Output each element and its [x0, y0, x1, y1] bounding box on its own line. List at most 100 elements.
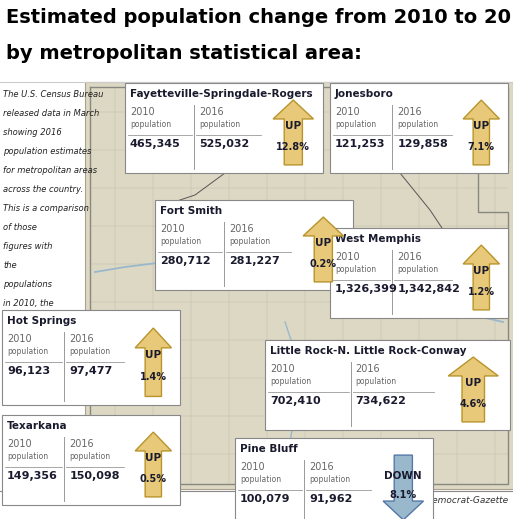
Text: 702,410: 702,410 — [270, 396, 321, 406]
Text: 465,345: 465,345 — [130, 139, 181, 149]
Text: showing 2016: showing 2016 — [3, 128, 62, 137]
Text: UP: UP — [473, 121, 489, 131]
Text: census.: census. — [3, 375, 34, 384]
Text: 2016: 2016 — [229, 224, 254, 234]
Text: population: population — [7, 347, 48, 356]
Text: 280,712: 280,712 — [160, 256, 211, 266]
Polygon shape — [303, 217, 344, 282]
Text: population: population — [69, 347, 110, 356]
Text: population: population — [335, 120, 376, 129]
Text: across the country.: across the country. — [3, 185, 83, 194]
Text: 1,326,399: 1,326,399 — [335, 284, 398, 294]
Text: 150,098: 150,098 — [69, 471, 120, 481]
Text: Pine Bluff: Pine Bluff — [240, 444, 298, 454]
Text: in 2010, the: in 2010, the — [3, 299, 54, 308]
Text: 2010: 2010 — [335, 107, 360, 117]
Text: UP: UP — [315, 238, 331, 248]
Text: 96,123: 96,123 — [7, 366, 50, 376]
Text: 2016: 2016 — [69, 334, 94, 344]
Text: 2010: 2010 — [7, 334, 32, 344]
Text: 2016: 2016 — [397, 107, 422, 117]
Text: 1.2%: 1.2% — [468, 287, 495, 297]
Polygon shape — [273, 100, 313, 165]
Text: 2010: 2010 — [335, 252, 360, 262]
Text: The U.S. Census Bureau: The U.S. Census Bureau — [3, 90, 104, 99]
Text: 7.1%: 7.1% — [468, 142, 495, 152]
Text: population: population — [335, 265, 376, 274]
Text: 2010: 2010 — [270, 364, 294, 374]
Text: UP: UP — [285, 121, 301, 131]
Polygon shape — [135, 328, 171, 397]
Text: 0.5%: 0.5% — [140, 474, 167, 484]
Bar — [85, 82, 513, 489]
Text: population: population — [7, 452, 48, 461]
Text: Estimated population change from 2010 to 2016: Estimated population change from 2010 to… — [6, 8, 513, 27]
Text: of those: of those — [3, 223, 37, 232]
Text: for metropolitan areas: for metropolitan areas — [3, 166, 97, 175]
Text: released data in March: released data in March — [3, 109, 99, 118]
Text: UP: UP — [145, 350, 162, 360]
Bar — [155, 200, 353, 290]
Text: UP: UP — [473, 266, 489, 276]
Text: 2010: 2010 — [240, 462, 265, 472]
Text: Arkansas Democrat-Gazette: Arkansas Democrat-Gazette — [382, 496, 509, 505]
Text: Little Rock-N. Little Rock-Conway: Little Rock-N. Little Rock-Conway — [270, 346, 466, 356]
Text: 2016: 2016 — [199, 107, 224, 117]
Text: national: national — [3, 356, 37, 365]
Text: 2016: 2016 — [356, 364, 380, 374]
Text: population: population — [229, 237, 270, 246]
Text: Hot Springs: Hot Springs — [7, 316, 76, 326]
Text: 1.4%: 1.4% — [140, 372, 167, 383]
Text: 2016: 2016 — [69, 439, 94, 449]
Text: SOURCE: U.S. Census Bureau: SOURCE: U.S. Census Bureau — [4, 496, 135, 505]
Text: 525,032: 525,032 — [199, 139, 249, 149]
Bar — [330, 228, 508, 318]
Text: population: population — [199, 120, 241, 129]
Text: 91,962: 91,962 — [309, 494, 352, 504]
Bar — [125, 83, 323, 173]
Text: Fort Smith: Fort Smith — [160, 206, 222, 216]
Bar — [330, 83, 508, 173]
Text: 2010: 2010 — [130, 107, 154, 117]
Text: 97,477: 97,477 — [69, 366, 112, 376]
Text: year of the: year of the — [3, 318, 49, 327]
Text: previous: previous — [3, 337, 39, 346]
Polygon shape — [383, 455, 424, 519]
Text: population: population — [69, 452, 110, 461]
Text: Jonesboro: Jonesboro — [335, 89, 394, 99]
Text: 281,227: 281,227 — [229, 256, 280, 266]
Text: 129,858: 129,858 — [397, 139, 448, 149]
Text: by metropolitan statistical area:: by metropolitan statistical area: — [6, 44, 362, 63]
Polygon shape — [463, 100, 500, 165]
Text: 8.1%: 8.1% — [390, 490, 417, 500]
Text: UP: UP — [145, 453, 162, 463]
Text: 149,356: 149,356 — [7, 471, 58, 481]
Text: 100,079: 100,079 — [240, 494, 290, 504]
Bar — [2, 310, 180, 405]
Text: 2010: 2010 — [7, 439, 32, 449]
Bar — [235, 438, 433, 519]
Text: population: population — [160, 237, 201, 246]
Text: 0.2%: 0.2% — [310, 259, 337, 269]
Text: population: population — [270, 377, 311, 386]
Text: population: population — [240, 475, 281, 484]
Text: population: population — [130, 120, 171, 129]
Text: 2016: 2016 — [309, 462, 334, 472]
Text: 2010: 2010 — [160, 224, 185, 234]
Polygon shape — [135, 432, 171, 497]
Text: 734,622: 734,622 — [356, 396, 407, 406]
Text: 4.6%: 4.6% — [460, 399, 487, 409]
Polygon shape — [463, 245, 500, 310]
Polygon shape — [448, 357, 498, 422]
Bar — [2, 415, 180, 505]
Text: population estimates: population estimates — [3, 147, 91, 156]
Text: the: the — [3, 261, 16, 270]
Text: population: population — [397, 120, 439, 129]
Text: Fayetteville-Springdale-Rogers: Fayetteville-Springdale-Rogers — [130, 89, 312, 99]
Bar — [265, 340, 510, 430]
Text: Texarkana: Texarkana — [7, 421, 68, 431]
Text: West Memphis: West Memphis — [335, 234, 421, 244]
Text: 2016: 2016 — [397, 252, 422, 262]
Text: populations: populations — [3, 280, 52, 289]
Text: population: population — [397, 265, 439, 274]
